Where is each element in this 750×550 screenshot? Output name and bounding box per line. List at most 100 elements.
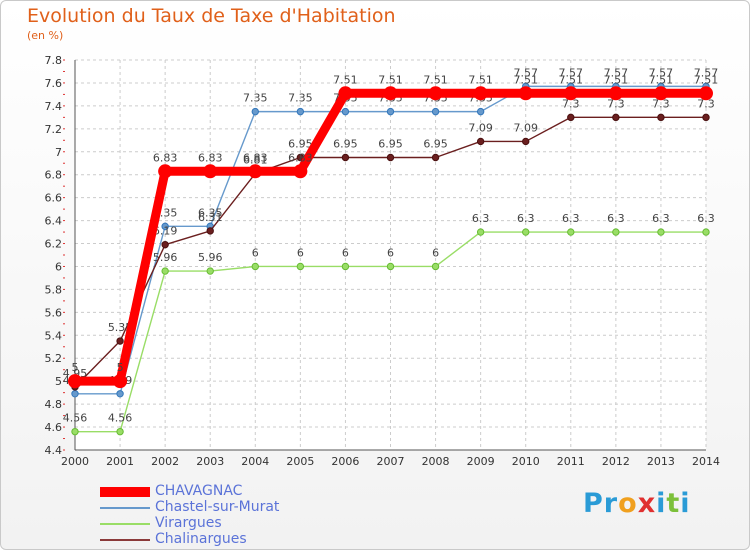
data-point-chastel-sur-murat	[431, 107, 440, 116]
data-point-chastel-sur-murat	[71, 390, 79, 398]
data-label-virargues: 6.3	[697, 212, 715, 225]
data-point-chalinargues	[567, 113, 575, 122]
data-point-chavagnac	[699, 86, 713, 101]
data-point-chalinargues	[612, 113, 620, 122]
data-label-chavagnac: 6.83	[153, 151, 178, 164]
data-point-virargues	[702, 228, 710, 236]
data-label-virargues: 6	[252, 246, 259, 259]
x-tick-label: 2012	[602, 455, 630, 468]
data-point-chavagnac	[518, 86, 533, 101]
data-point-chalinargues	[657, 113, 665, 122]
y-tick-label: 6.8	[45, 169, 63, 182]
data-point-virargues	[161, 267, 169, 275]
legend-item-chalinargues: Chalinargues	[100, 531, 360, 548]
proxiti-logo-letter: i	[680, 488, 691, 519]
data-point-chavagnac	[383, 86, 398, 101]
data-point-chavagnac	[248, 164, 263, 179]
y-tick-label: 4.6	[45, 421, 63, 434]
proxiti-logo-letter: o	[618, 488, 638, 519]
x-tick-label: 2003	[196, 455, 224, 468]
x-tick-label: 2013	[647, 455, 675, 468]
legend-label-virargues: Virargues	[155, 515, 222, 531]
data-label-chalinargues: 7.3	[607, 97, 625, 110]
data-point-virargues	[341, 262, 350, 271]
data-point-virargues	[386, 262, 395, 271]
data-point-chalinargues	[116, 337, 124, 345]
data-label-chavagnac: 7.51	[378, 73, 403, 86]
data-label-chavagnac: 6.83	[243, 151, 268, 164]
data-point-chalinargues	[522, 137, 530, 146]
proxiti-logo-letter: i	[656, 488, 667, 519]
data-label-chalinargues: 6.95	[423, 138, 448, 151]
data-label-chalinargues: 6.31	[198, 211, 223, 224]
x-tick-label: 2014	[692, 455, 720, 468]
data-point-virargues	[567, 228, 575, 236]
data-label-chavagnac: 7.51	[694, 73, 719, 86]
data-label-chastel-sur-murat: 7.35	[288, 92, 313, 105]
x-tick-label: 2007	[377, 455, 405, 468]
y-tick-label: 6.2	[45, 238, 63, 251]
data-label-virargues: 6	[432, 246, 439, 259]
data-label-chalinargues: 7.3	[697, 97, 715, 110]
y-tick-label: 4.4	[45, 444, 63, 457]
data-label-chastel-sur-murat: 7.35	[243, 92, 268, 105]
y-tick-label: 5	[55, 375, 62, 388]
data-label-chalinargues: 6.19	[153, 225, 178, 238]
data-label-chavagnac: 7.51	[649, 73, 674, 86]
data-label-chavagnac: 7.51	[559, 73, 584, 86]
legend-swatch-chavagnac	[100, 487, 150, 497]
data-point-chastel-sur-murat	[341, 107, 350, 116]
data-point-virargues	[612, 228, 620, 236]
data-point-virargues	[116, 427, 124, 436]
data-label-virargues: 6	[342, 246, 349, 259]
data-point-chavagnac	[338, 86, 353, 101]
data-point-chalinargues	[431, 153, 440, 162]
data-label-virargues: 6.3	[562, 212, 580, 225]
proxiti-logo-letter: x	[637, 488, 657, 519]
data-point-virargues	[251, 262, 259, 271]
x-tick-label: 2001	[106, 455, 134, 468]
legend-swatch-virargues	[100, 523, 150, 525]
y-tick-label: 7.6	[45, 77, 63, 90]
data-label-chalinargues: 6.95	[288, 138, 313, 151]
data-label-chalinargues: 5.35	[108, 321, 133, 334]
proxiti-logo: Proxiti	[583, 488, 691, 519]
x-tick-label: 2006	[331, 455, 359, 468]
chart-legend: CHAVAGNAC Chastel-sur-Murat Virargues Ch…	[100, 483, 360, 548]
data-point-virargues	[476, 228, 485, 236]
legend-swatch-chalinargues	[100, 539, 150, 541]
data-point-virargues	[71, 427, 79, 436]
legend-label-chastel: Chastel-sur-Murat	[155, 499, 280, 515]
x-tick-label: 2004	[241, 455, 269, 468]
x-tick-label: 2010	[512, 455, 540, 468]
data-label-chastel-sur-murat: 7.57	[513, 66, 538, 79]
data-label-chavagnac: 7.51	[604, 73, 629, 86]
y-tick-label: 6.4	[45, 215, 63, 228]
legend-item-chavagnac: CHAVAGNAC	[100, 483, 360, 500]
data-label-chavagnac: 7.51	[513, 73, 538, 86]
data-point-chavagnac	[653, 86, 668, 101]
data-label-chastel-sur-murat: 7.57	[604, 66, 629, 79]
data-label-virargues: 4.56	[108, 412, 133, 425]
data-label-chavagnac: 5	[72, 361, 79, 374]
data-label-chalinargues: 6.95	[333, 138, 358, 151]
chart-unit-label: (en %)	[27, 29, 64, 42]
legend-item-chastel: Chastel-sur-Murat	[100, 499, 360, 516]
data-label-virargues: 6	[297, 246, 304, 259]
data-label-chalinargues: 4.95	[63, 367, 88, 380]
x-tick-label: 2000	[61, 455, 89, 468]
data-point-chalinargues	[386, 153, 395, 162]
data-point-chalinargues	[476, 137, 485, 146]
data-point-chavagnac	[68, 374, 82, 389]
data-label-chalinargues: 7.09	[513, 121, 538, 134]
data-point-chastel-sur-murat	[476, 107, 485, 116]
legend-label-chavagnac: CHAVAGNAC	[155, 483, 243, 499]
data-label-chavagnac: 7.51	[468, 73, 493, 86]
data-label-virargues: 5.96	[153, 251, 178, 264]
data-label-virargues: 6	[387, 246, 394, 259]
data-point-chavagnac	[473, 86, 488, 101]
data-label-chalinargues: 6.95	[378, 138, 403, 151]
data-label-chavagnac: 7.51	[423, 73, 448, 86]
data-label-chavagnac: 5	[117, 361, 124, 374]
legend-item-virargues: Virargues	[100, 515, 360, 532]
